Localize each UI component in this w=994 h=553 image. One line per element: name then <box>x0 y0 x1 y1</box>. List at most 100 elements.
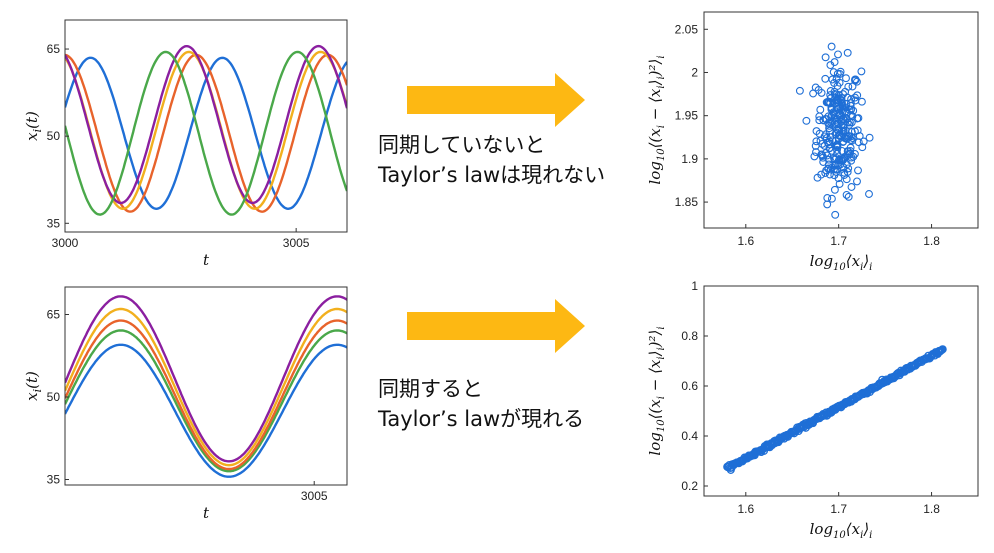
scatter-unsync-point <box>821 53 830 62</box>
scatter-unsync-point <box>854 166 862 175</box>
scatter-unsync-point <box>829 68 838 77</box>
caption-unsync: 同期していないと Taylor’s lawは現れない <box>378 130 605 190</box>
scatter-unsync-xtick-label: 1.6 <box>737 234 754 248</box>
scatter-unsync-point <box>865 133 874 142</box>
scatter-unsync-point <box>832 117 841 126</box>
scatter-unsync-point <box>826 87 835 95</box>
caption-unsync-line1: 同期していないと <box>378 133 546 157</box>
scatter-unsync-point <box>834 156 843 165</box>
scatter-unsync-ytick-label: 2 <box>691 65 698 79</box>
scatter-unsync: 1.85 1.9 1.95 2 2.05 1.6 1.7 1.8 log10⟨xi⟩i log10… <box>646 11 979 273</box>
ts-unsync-line-3 <box>65 44 347 205</box>
scatter-unsync-point <box>854 138 863 147</box>
scatter-unsync-point <box>818 152 827 160</box>
scatter-unsync-point <box>828 104 836 113</box>
ts-unsync-ytick-label: 65 <box>47 42 61 56</box>
scatter-unsync-ytick-label: 1.85 <box>675 195 699 209</box>
scatter-unsync-point <box>822 166 831 175</box>
scatter-unsync-point <box>825 124 834 133</box>
scatter-sync-points <box>723 345 947 474</box>
scatter-unsync-point <box>827 194 836 203</box>
scatter-unsync-point <box>857 97 866 106</box>
scatter-unsync-point <box>842 190 851 199</box>
scatter-unsync-point <box>828 75 837 84</box>
scatter-unsync-xtick-label: 1.7 <box>830 234 847 248</box>
scatter-unsync-point <box>848 112 857 121</box>
scatter-unsync-point <box>812 148 820 157</box>
ts-unsync-ytick-label: 35 <box>47 216 61 230</box>
scatter-sync-frame <box>703 285 979 497</box>
scatter-unsync-point <box>847 153 856 162</box>
ts-unsync-xlabel: t <box>203 251 210 269</box>
scatter-unsync-point <box>817 170 826 179</box>
scatter-unsync-point <box>853 177 861 186</box>
ts-sync-xtick-label: 3005 <box>301 489 328 503</box>
ts-sync-frame <box>64 286 348 486</box>
caption-sync-line1: 同期すると <box>378 377 483 401</box>
ts-sync-xlabel: t <box>203 504 210 522</box>
scatter-unsync-point <box>839 137 848 146</box>
scatter-unsync-point <box>847 118 856 127</box>
ts-sync: 35 50 65 3005 t xi(t) <box>23 286 348 522</box>
scatter-unsync-point <box>812 137 821 146</box>
scatter-unsync-point <box>843 118 852 127</box>
scatter-sync-xtick-label: 1.6 <box>737 502 754 516</box>
scatter-sync-ytick-label: 0.8 <box>681 329 698 343</box>
scatter-unsync-point <box>841 87 850 96</box>
scatter-unsync-point <box>847 183 856 191</box>
scatter-unsync-point <box>830 171 839 180</box>
scatter-unsync-point <box>830 185 839 194</box>
ts-unsync-xtick-label: 3000 <box>52 236 79 250</box>
scatter-unsync-point <box>815 112 824 121</box>
scatter-unsync-point <box>859 137 868 146</box>
scatter-unsync-point <box>831 210 840 219</box>
scatter-unsync-point <box>827 42 836 51</box>
scatter-unsync-point <box>846 135 855 144</box>
scatter-unsync-point <box>842 74 850 83</box>
scatter-unsync-point <box>841 107 850 116</box>
scatter-unsync-point <box>842 175 851 184</box>
scatter-unsync-point <box>853 114 862 123</box>
caption-sync-line2: Taylor’s lawが現れる <box>378 407 585 431</box>
ts-sync-line-3 <box>65 307 347 467</box>
scatter-unsync-point <box>843 48 852 57</box>
scatter-unsync-point <box>814 86 823 94</box>
scatter-unsync-xlabel: log10⟨xi⟩i <box>810 252 873 273</box>
ts-sync-ylabel: xi(t) <box>23 371 44 401</box>
arrow-top <box>407 73 585 127</box>
scatter-unsync-point <box>795 86 804 95</box>
scatter-unsync-ytick-label: 1.9 <box>681 152 698 166</box>
scatter-unsync-point <box>809 89 818 98</box>
arrow-bottom <box>407 299 585 353</box>
scatter-unsync-point <box>825 121 834 130</box>
scatter-unsync-point <box>846 111 855 119</box>
ts-unsync-series-group <box>65 44 347 216</box>
scatter-unsync-point <box>846 132 855 141</box>
scatter-unsync-point <box>857 67 866 76</box>
scatter-unsync-point <box>851 93 859 102</box>
scatter-unsync-point <box>832 74 841 83</box>
scatter-unsync-point <box>822 130 831 139</box>
ts-sync-line-2 <box>65 319 347 471</box>
scatter-unsync-point <box>846 143 855 152</box>
scatter-unsync-point <box>844 192 853 201</box>
scatter-unsync-point <box>826 91 835 100</box>
scatter-sync: 0.2 0.4 0.6 0.8 1 1.6 1.7 1.8 log10⟨xi⟩i log10⟨(x… <box>646 279 979 541</box>
ts-sync-line-1 <box>65 329 347 473</box>
scatter-unsync-point <box>833 146 841 154</box>
scatter-unsync-point <box>823 200 832 209</box>
ts-sync-ytick-label: 65 <box>47 308 61 322</box>
scatter-unsync-point <box>829 108 838 117</box>
scatter-unsync-point <box>844 164 853 173</box>
scatter-unsync-point <box>821 74 830 83</box>
scatter-unsync-point <box>827 119 836 128</box>
scatter-unsync-point <box>837 113 846 121</box>
scatter-unsync-point <box>826 165 835 174</box>
scatter-unsync-point <box>834 50 842 59</box>
scatter-sync-ylabel: log10⟨(xi − ⟨xi⟩i)²⟩i <box>646 326 667 455</box>
scatter-unsync-ytick-label: 1.95 <box>675 109 699 123</box>
scatter-sync-xtick-label: 1.7 <box>830 502 847 516</box>
scatter-unsync-point <box>845 149 854 158</box>
scatter-sync-ytick-label: 0.6 <box>681 379 698 393</box>
